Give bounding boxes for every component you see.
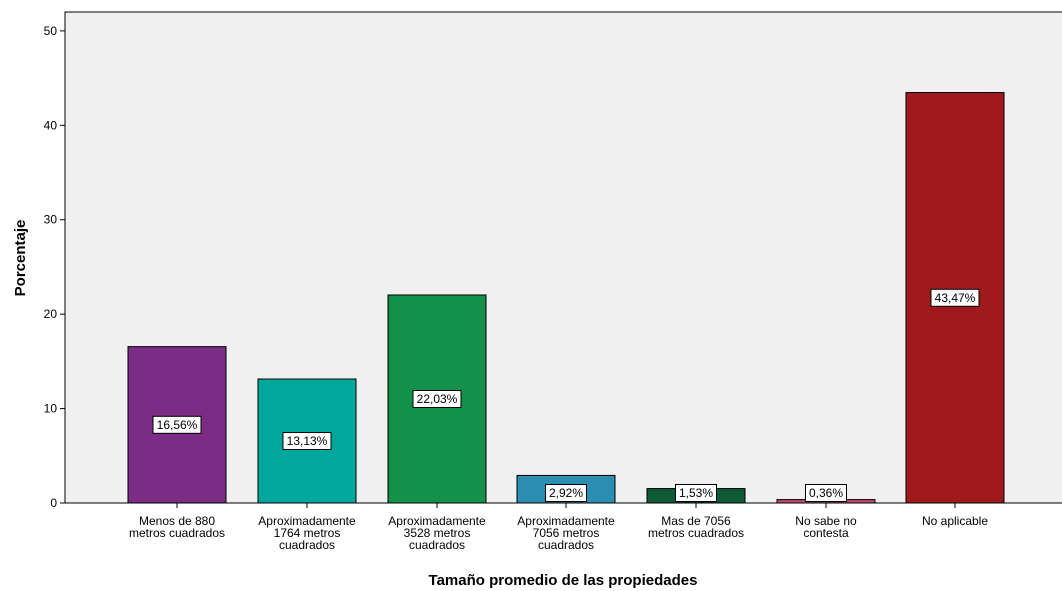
y-tick-label: 50 — [44, 24, 58, 38]
data-label: 0,36% — [809, 486, 843, 500]
y-tick-label: 40 — [44, 118, 58, 132]
y-axis-title: Porcentaje — [12, 220, 29, 297]
data-label: 13,13% — [287, 434, 328, 448]
data-label: 43,47% — [935, 291, 976, 305]
x-tick-label: Aproximadamente 1764 metros cuadrados — [258, 514, 356, 552]
data-label: 22,03% — [417, 392, 458, 406]
data-label-box — [152, 415, 202, 434]
y-tick-label: 0 — [50, 496, 57, 510]
bars: 16,56% 13,13% 22,03% 2,92% 1,53% 0,36% 43,47% — [127, 92, 1005, 508]
data-label: 16,56% — [157, 418, 198, 432]
data-label: 2,92% — [549, 486, 583, 500]
data-label-box — [805, 484, 847, 502]
data-label-box — [545, 484, 587, 502]
y-tick-label: 10 — [44, 402, 58, 416]
x-tick-label: Menos de 880 metros cuadrados — [129, 514, 225, 540]
y-axis-ticks: 0 10 20 30 40 50 — [44, 24, 65, 510]
data-label-box — [282, 432, 332, 451]
x-tick-label: Aproximadamente 3528 metros cuadrados — [388, 514, 486, 552]
x-tick-label: No aplicable — [922, 514, 988, 528]
x-tick-label: Mas de 7056 metros cuadrados — [648, 514, 744, 540]
x-tick-label: Aproximadamente 7056 metros cuadrados — [517, 514, 615, 552]
x-axis-title: Tamaño promedio de las propiedades — [429, 572, 698, 589]
x-tick-label: No sabe no contesta — [795, 514, 857, 540]
y-tick-label: 30 — [44, 213, 58, 227]
data-label: 1,53% — [679, 486, 713, 500]
data-label-box — [930, 288, 980, 307]
y-tick-label: 20 — [44, 307, 58, 321]
x-axis-category-labels: Menos de 880 metros cuadrados Aproximadame… — [129, 514, 988, 552]
data-label-box — [412, 389, 462, 408]
plot-area — [64, 11, 1062, 504]
data-label-box — [675, 484, 717, 502]
